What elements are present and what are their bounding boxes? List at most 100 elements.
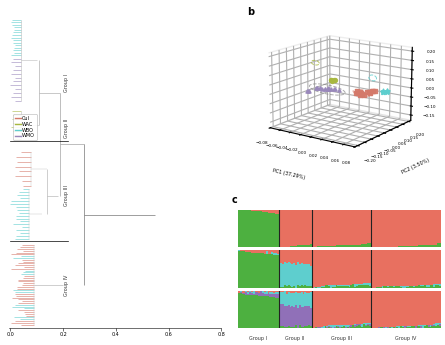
Bar: [266, 294, 267, 296]
Bar: [306, 210, 308, 245]
Bar: [277, 292, 279, 294]
Bar: [439, 323, 441, 324]
Bar: [323, 210, 324, 246]
Bar: [350, 210, 352, 245]
Bar: [256, 292, 259, 295]
Bar: [398, 290, 400, 326]
Bar: [429, 327, 431, 328]
Bar: [314, 250, 316, 287]
Bar: [277, 214, 279, 247]
Bar: [247, 250, 249, 253]
Bar: [409, 246, 411, 247]
Bar: [259, 250, 260, 253]
Bar: [358, 250, 360, 284]
Bar: [332, 325, 334, 328]
Bar: [341, 327, 343, 328]
Bar: [369, 324, 371, 325]
Bar: [398, 250, 400, 286]
Bar: [301, 285, 303, 288]
Bar: [392, 287, 395, 288]
Bar: [391, 250, 392, 286]
Bar: [273, 210, 275, 213]
Bar: [435, 324, 437, 326]
Bar: [426, 325, 428, 328]
Bar: [391, 210, 392, 247]
Bar: [277, 290, 279, 292]
Bar: [243, 250, 246, 252]
Bar: [334, 250, 336, 285]
Bar: [354, 290, 356, 324]
Bar: [348, 285, 350, 287]
Bar: [439, 326, 441, 328]
Bar: [433, 325, 435, 326]
Bar: [243, 293, 246, 294]
Bar: [402, 286, 404, 288]
Bar: [277, 255, 279, 288]
Bar: [286, 286, 288, 288]
Bar: [415, 286, 417, 288]
Bar: [435, 326, 437, 328]
Bar: [428, 325, 429, 326]
Bar: [259, 296, 260, 328]
Bar: [314, 210, 316, 247]
Bar: [350, 325, 352, 327]
Bar: [352, 284, 354, 288]
Bar: [321, 287, 323, 288]
Bar: [251, 210, 253, 211]
Bar: [260, 291, 262, 296]
Bar: [246, 291, 247, 292]
Bar: [273, 213, 275, 247]
Bar: [327, 285, 328, 288]
Bar: [282, 304, 284, 326]
Bar: [267, 296, 269, 328]
Bar: [343, 285, 345, 286]
Bar: [330, 327, 332, 328]
Bar: [303, 210, 304, 245]
Text: Group II: Group II: [65, 119, 69, 138]
Bar: [422, 325, 424, 328]
Bar: [295, 290, 297, 293]
Bar: [275, 255, 277, 288]
Bar: [262, 254, 264, 288]
Bar: [343, 290, 345, 325]
Bar: [389, 327, 391, 328]
Bar: [433, 250, 435, 285]
Bar: [312, 210, 314, 247]
Bar: [348, 325, 350, 326]
Bar: [277, 210, 279, 214]
Bar: [251, 250, 253, 253]
Bar: [334, 290, 336, 325]
Bar: [280, 290, 282, 292]
Bar: [389, 250, 391, 286]
Bar: [387, 250, 389, 286]
Bar: [337, 326, 340, 327]
Bar: [319, 287, 321, 288]
Bar: [317, 290, 319, 327]
Bar: [382, 286, 384, 288]
Bar: [266, 254, 267, 288]
Bar: [421, 286, 422, 288]
Bar: [242, 293, 243, 294]
Bar: [369, 250, 371, 283]
Bar: [324, 246, 327, 247]
Bar: [350, 250, 352, 285]
Bar: [340, 325, 341, 327]
Bar: [340, 210, 341, 245]
Bar: [348, 210, 350, 245]
Bar: [303, 327, 304, 328]
Bar: [391, 290, 392, 327]
Bar: [308, 325, 310, 328]
Bar: [284, 285, 286, 288]
Bar: [332, 210, 334, 246]
Bar: [242, 290, 243, 293]
Bar: [431, 245, 433, 247]
Bar: [273, 290, 275, 293]
Bar: [334, 210, 336, 246]
Bar: [358, 285, 360, 288]
Bar: [341, 325, 343, 327]
Bar: [358, 245, 360, 247]
Bar: [251, 290, 253, 292]
Bar: [402, 250, 404, 286]
Bar: [256, 210, 259, 211]
Bar: [249, 292, 251, 295]
